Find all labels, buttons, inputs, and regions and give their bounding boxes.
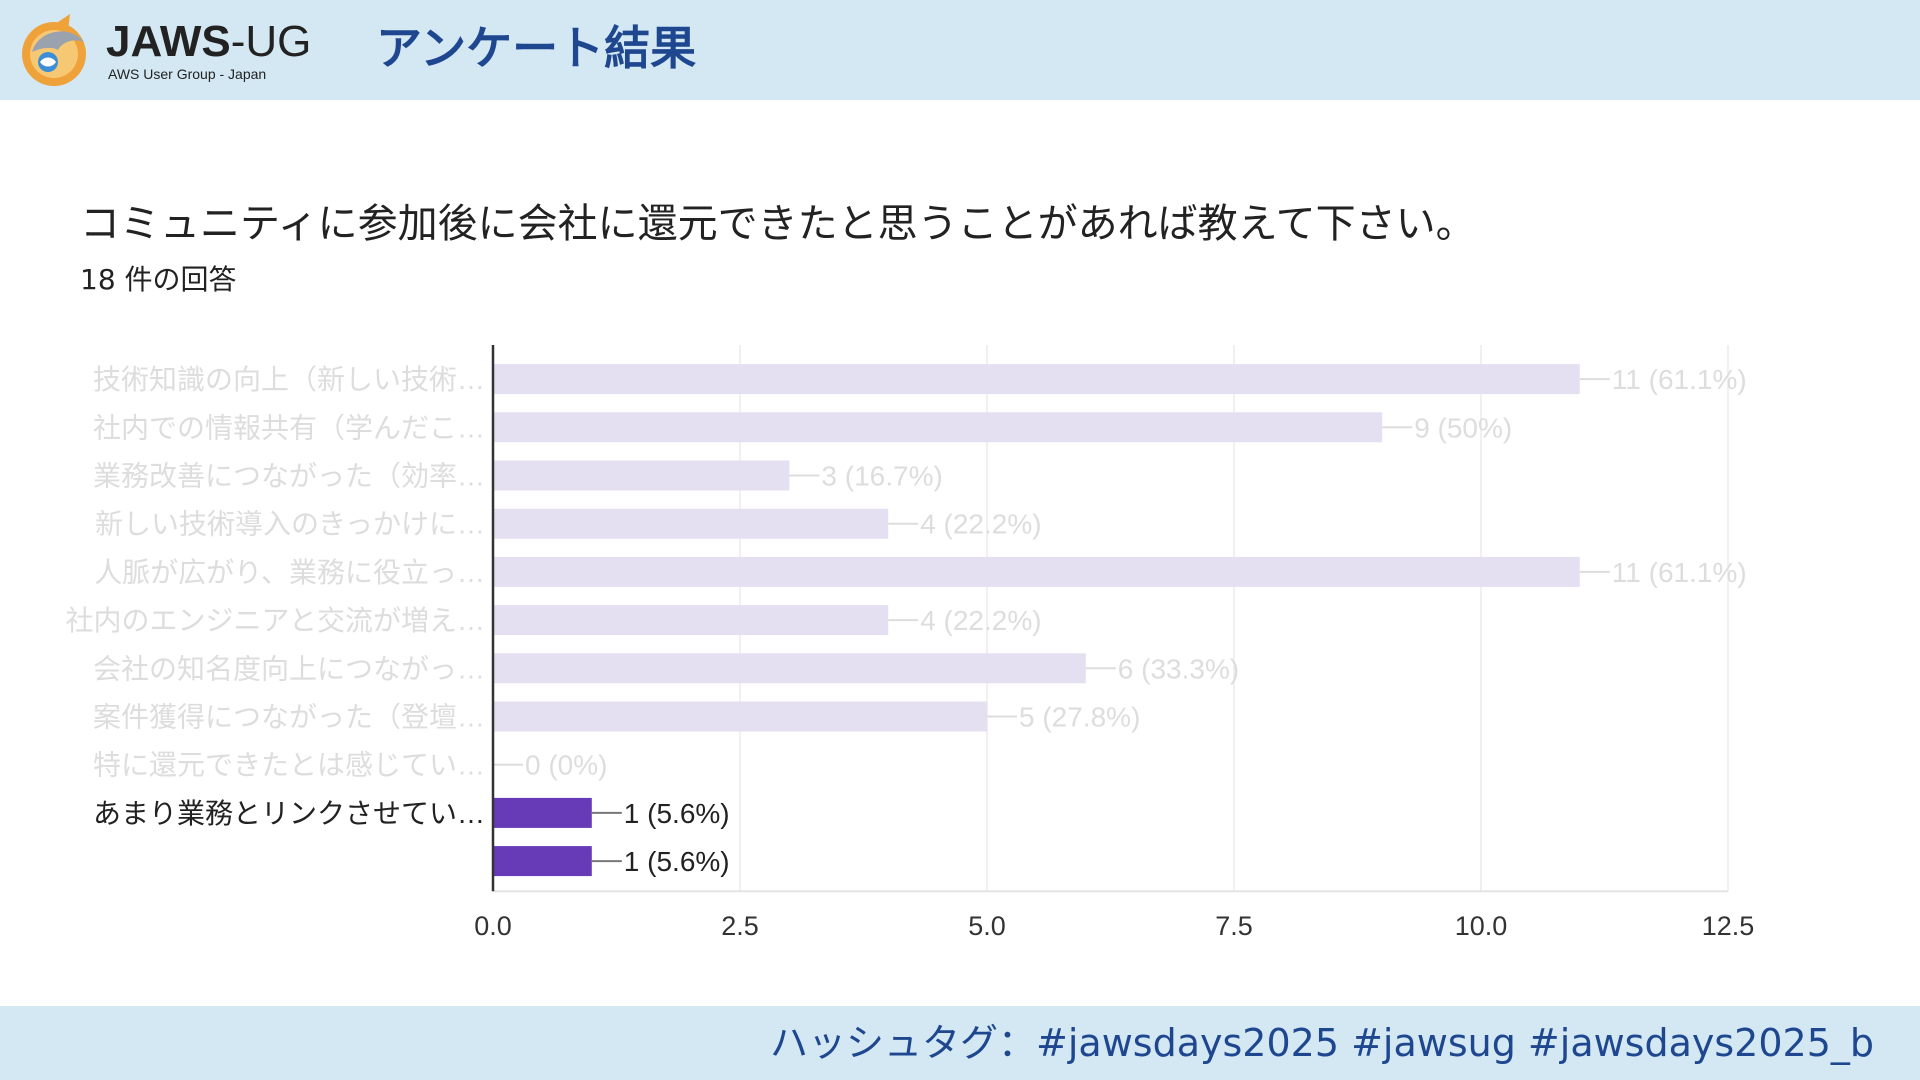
data-label: 0 (0%) xyxy=(525,750,607,781)
hashtag-text: ハッシュタグ：#jawsdays2025 #jawsug #jawsdays20… xyxy=(770,1021,1874,1065)
header-bar: JAWS-UG AWS User Group - Japan アンケート結果 xyxy=(0,0,1920,100)
bar xyxy=(493,797,592,828)
data-label: 1 (5.6%) xyxy=(624,846,730,877)
x-tick-label: 7.5 xyxy=(1215,911,1253,941)
logo-name-main: JAWS xyxy=(106,17,231,66)
logo-name-suffix: -UG xyxy=(230,17,312,66)
data-label: 11 (61.1%) xyxy=(1612,557,1747,588)
x-tick-label: 5.0 xyxy=(968,911,1006,941)
bar-chart: 0.0 2.5 5.0 7.5 10.0 12.5 11 (61.1%) 技術知識の向上（新し… xyxy=(66,345,1755,941)
category-label: 技術知識の向上（新しい技術… xyxy=(93,364,485,395)
data-label: 11 (61.1%) xyxy=(1612,364,1747,395)
footer-bar: ハッシュタグ：#jawsdays2025 #jawsug #jawsdays20… xyxy=(0,1006,1920,1080)
jaws-ug-logo: JAWS-UG AWS User Group - Japan xyxy=(18,10,318,90)
x-tick-label: 2.5 xyxy=(721,911,759,941)
bar xyxy=(493,605,889,636)
category-label: あまり業務とリンクさせてい… xyxy=(93,798,485,829)
question-title: コミュニティに参加後に会社に還元できたと思うことがあれば教えて下さい。 xyxy=(80,201,1476,247)
data-label: 1 (5.6%) xyxy=(624,798,730,829)
bar xyxy=(493,508,889,539)
x-tick-label: 12.5 xyxy=(1702,911,1755,941)
data-label: 3 (16.7%) xyxy=(821,461,942,492)
category-label: 会社の知名度向上につながっ… xyxy=(93,653,485,684)
bar xyxy=(493,653,1086,684)
category-label: 業務改善につながった（効率… xyxy=(93,461,485,492)
bar xyxy=(493,412,1383,443)
bar xyxy=(493,701,987,732)
data-label: 9 (50%) xyxy=(1414,412,1512,443)
shark-mascot-icon xyxy=(22,14,86,86)
data-label: 5 (27.8%) xyxy=(1019,702,1140,733)
data-label: 4 (22.2%) xyxy=(920,509,1041,540)
logo-wordmark: JAWS-UG xyxy=(106,18,311,66)
bar xyxy=(493,846,592,877)
data-label: 4 (22.2%) xyxy=(920,605,1041,636)
page-title: アンケート結果 xyxy=(376,21,697,75)
logo-subtitle: AWS User Group - Japan xyxy=(108,66,267,82)
category-label: 人脈が広がり、業務に役立っ… xyxy=(94,557,485,588)
category-label: 新しい技術導入のきっかけに… xyxy=(95,509,485,540)
category-label: 社内での情報共有（学んだこ… xyxy=(93,412,485,443)
x-tick-label: 10.0 xyxy=(1455,911,1508,941)
category-label: 案件獲得につながった（登壇… xyxy=(93,702,485,733)
data-label: 6 (33.3%) xyxy=(1118,653,1239,684)
bar xyxy=(493,460,790,491)
x-tick-label: 0.0 xyxy=(474,911,512,941)
category-label: 特に還元できたとは感じてい… xyxy=(93,750,485,781)
bar xyxy=(493,364,1580,395)
category-label: 社内のエンジニアと交流が増え… xyxy=(66,605,485,636)
response-count: 18 件の回答 xyxy=(80,263,237,296)
bar xyxy=(493,556,1580,587)
